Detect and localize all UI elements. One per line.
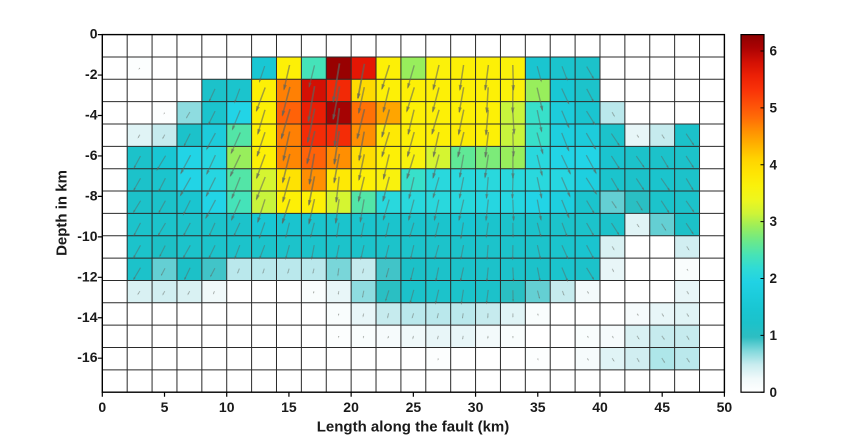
svg-text:20: 20 (343, 399, 359, 415)
svg-text:50: 50 (717, 399, 733, 415)
svg-text:0: 0 (98, 399, 106, 415)
svg-text:-8: -8 (85, 187, 98, 203)
svg-text:-14: -14 (77, 309, 97, 325)
svg-text:25: 25 (406, 399, 422, 415)
svg-text:15: 15 (281, 399, 297, 415)
svg-text:0: 0 (90, 26, 98, 42)
svg-text:Length along the fault (km): Length along the fault (km) (317, 419, 510, 436)
svg-text:40: 40 (592, 399, 608, 415)
svg-text:2: 2 (770, 271, 778, 286)
svg-text:-4: -4 (85, 107, 98, 123)
svg-text:-16: -16 (77, 349, 97, 365)
svg-text:-10: -10 (77, 228, 97, 244)
svg-text:35: 35 (530, 399, 546, 415)
svg-text:5: 5 (161, 399, 169, 415)
svg-text:-12: -12 (77, 268, 97, 284)
svg-text:45: 45 (654, 399, 670, 415)
svg-text:10: 10 (219, 399, 235, 415)
svg-text:6: 6 (770, 44, 778, 59)
svg-text:30: 30 (468, 399, 484, 415)
svg-text:5: 5 (770, 101, 778, 116)
svg-text:4: 4 (770, 157, 778, 172)
svg-text:1: 1 (770, 328, 778, 343)
svg-text:-6: -6 (85, 147, 98, 163)
svg-text:0: 0 (770, 385, 778, 400)
svg-text:Depth in km: Depth in km (54, 170, 71, 256)
svg-text:3: 3 (770, 214, 778, 229)
svg-text:-2: -2 (85, 66, 98, 82)
